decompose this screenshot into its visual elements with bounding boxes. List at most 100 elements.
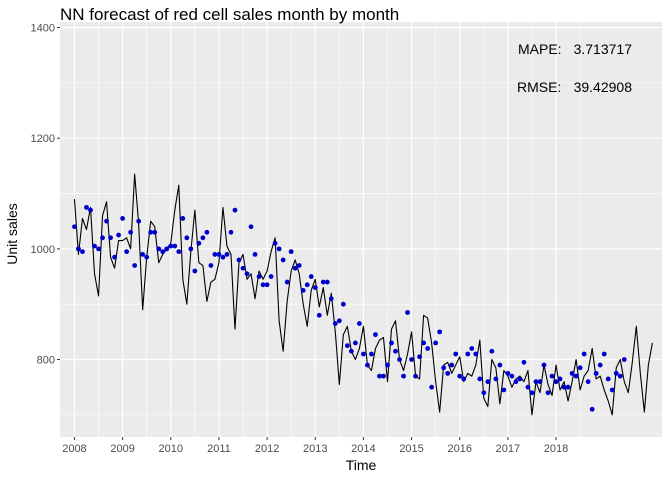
forecast-point bbox=[449, 362, 455, 368]
major-gridlines bbox=[60, 22, 662, 437]
forecast-point bbox=[132, 263, 138, 268]
forecast-point bbox=[529, 390, 535, 396]
forecast-point bbox=[196, 240, 202, 246]
forecast-point bbox=[96, 246, 101, 252]
axis-ticks: 800 1000 1200 1400 2008 2009 2010 2011 2012 2013 2… bbox=[31, 23, 569, 455]
forecast-point bbox=[613, 370, 619, 376]
forecast-point bbox=[609, 387, 615, 393]
forecast-point bbox=[124, 249, 130, 255]
forecast-point bbox=[220, 254, 226, 260]
forecast-point bbox=[204, 229, 210, 235]
forecast-point bbox=[292, 265, 298, 271]
x-tick-label: 2016 bbox=[447, 443, 471, 455]
x-tick-label: 2012 bbox=[255, 443, 279, 455]
x-tick-label: 2009 bbox=[110, 443, 134, 455]
x-axis-title: Time bbox=[346, 457, 377, 473]
forecast-point bbox=[421, 340, 427, 346]
forecast-point bbox=[409, 357, 414, 362]
x-tick-label: 2015 bbox=[399, 443, 423, 455]
forecast-point bbox=[232, 207, 238, 213]
forecast-point bbox=[577, 365, 583, 371]
forecast-point bbox=[264, 282, 270, 288]
forecast-point bbox=[120, 216, 126, 221]
forecast-point bbox=[377, 373, 382, 379]
x-tick-label: 2010 bbox=[159, 443, 183, 455]
forecast-point bbox=[212, 252, 218, 257]
forecast-point bbox=[164, 246, 170, 252]
forecast-point bbox=[112, 254, 117, 260]
forecast-point bbox=[569, 370, 575, 376]
y-axis-title: Unit sales bbox=[4, 203, 20, 264]
forecast-point bbox=[108, 235, 113, 241]
forecast-point bbox=[236, 257, 242, 263]
forecast-point bbox=[340, 301, 346, 307]
forecast-point bbox=[224, 252, 230, 257]
forecast-point bbox=[312, 285, 318, 290]
x-tick-label: 2013 bbox=[303, 443, 327, 455]
rmse-label: RMSE: bbox=[517, 79, 561, 95]
forecast-point bbox=[336, 318, 342, 324]
forecast-point bbox=[344, 343, 350, 349]
forecast-point bbox=[280, 257, 286, 263]
forecast-point bbox=[453, 351, 459, 357]
forecast-point bbox=[513, 379, 519, 385]
forecast-point bbox=[272, 240, 278, 246]
forecast-point bbox=[465, 351, 471, 357]
forecast-point bbox=[328, 296, 334, 302]
forecast-point bbox=[509, 373, 515, 379]
y-tick-label: 1200 bbox=[31, 133, 55, 145]
minor-gridlines bbox=[60, 22, 662, 437]
forecast-point bbox=[144, 254, 150, 260]
forecast-point bbox=[256, 274, 262, 279]
forecast-point bbox=[545, 390, 551, 396]
x-tick-label: 2011 bbox=[207, 443, 231, 455]
series-layer bbox=[72, 173, 653, 416]
x-tick-label: 2008 bbox=[62, 443, 86, 455]
forecast-point bbox=[324, 279, 330, 285]
forecast-point bbox=[260, 282, 266, 288]
forecast-point bbox=[228, 229, 234, 235]
forecast-point bbox=[381, 373, 386, 379]
forecast-point bbox=[561, 384, 567, 390]
forecast-point bbox=[84, 204, 89, 210]
forecast-point bbox=[208, 263, 214, 268]
actual-sales-line bbox=[73, 173, 653, 416]
forecast-point bbox=[393, 348, 398, 354]
forecast-point bbox=[348, 348, 354, 354]
forecast-point bbox=[469, 346, 475, 351]
forecast-point bbox=[497, 362, 503, 368]
forecast-point bbox=[188, 246, 194, 252]
forecast-point bbox=[445, 370, 451, 376]
forecast-point bbox=[541, 362, 547, 368]
forecast-point bbox=[248, 224, 254, 230]
forecast-point bbox=[72, 224, 77, 230]
forecast-point bbox=[385, 362, 390, 368]
forecast-point bbox=[521, 359, 527, 365]
mape-value: 3.713717 bbox=[574, 41, 633, 57]
forecast-point bbox=[156, 246, 162, 252]
forecast-point bbox=[617, 373, 623, 379]
forecast-point bbox=[304, 282, 310, 288]
forecast-point bbox=[284, 279, 290, 285]
forecast-point bbox=[140, 252, 146, 257]
forecast-point bbox=[160, 249, 166, 255]
forecast-point bbox=[352, 340, 358, 346]
forecast-point bbox=[437, 329, 443, 335]
forecast-point bbox=[405, 310, 410, 315]
forecast-point bbox=[136, 218, 142, 224]
forecast-point bbox=[501, 387, 507, 393]
forecast-point bbox=[565, 384, 571, 390]
forecast-point bbox=[92, 243, 97, 249]
forecast-point bbox=[525, 384, 531, 390]
forecast-point bbox=[240, 265, 246, 271]
forecast-point bbox=[401, 373, 406, 379]
plot-background bbox=[60, 22, 662, 437]
forecast-point bbox=[180, 216, 186, 221]
forecast-point bbox=[308, 274, 314, 279]
forecast-point bbox=[457, 373, 463, 379]
forecast-point bbox=[605, 376, 611, 382]
forecast-point bbox=[316, 312, 322, 318]
forecast-point bbox=[148, 229, 154, 235]
forecast-point bbox=[581, 351, 587, 357]
